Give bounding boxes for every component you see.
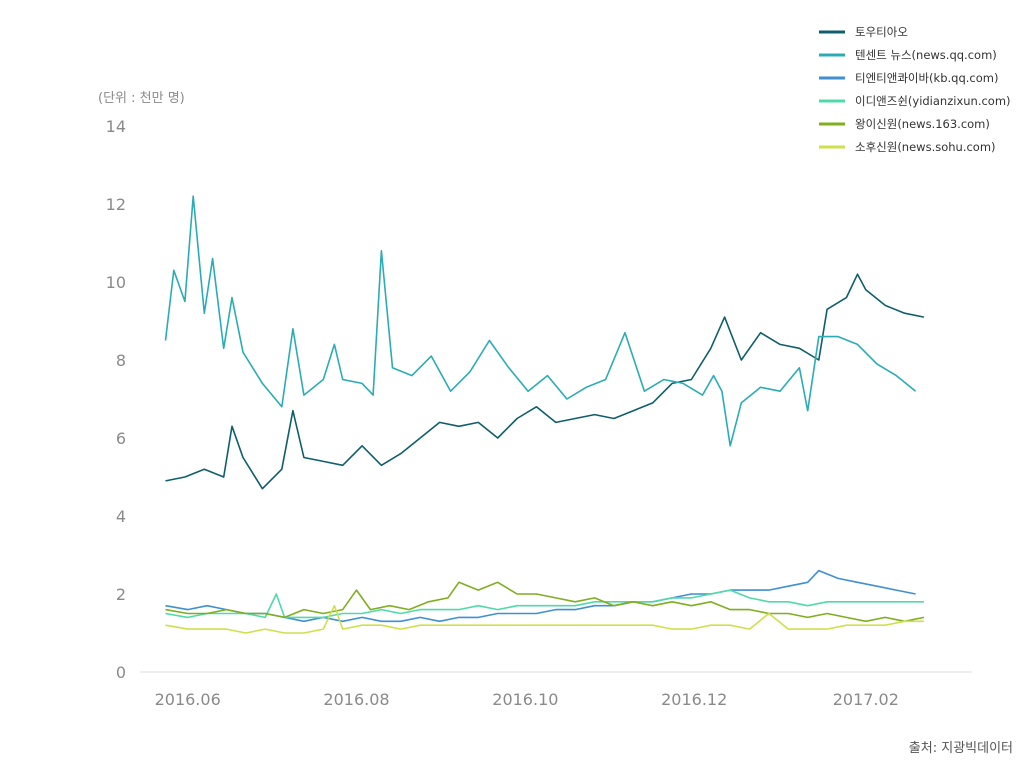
y-tick-label: 10	[106, 273, 126, 292]
x-tick-label: 2016.10	[492, 690, 558, 709]
series-line-3	[165, 589, 924, 619]
x-tick-label: 2016.12	[661, 690, 727, 709]
unit-label: (단위 : 천만 명)	[98, 91, 185, 106]
series-line-0	[165, 273, 925, 490]
y-tick-label: 2	[116, 585, 126, 604]
legend-label: 이디앤즈쉰(yidianzixun.com)	[855, 94, 1011, 108]
x-axis-ticks: 2016.06 2016.08 2016.10 2016.12 2017.02	[155, 690, 899, 709]
legend-label: 텐센트 뉴스(news.qq.com)	[855, 48, 997, 62]
legend-label: 티엔티앤콰이바(kb.qq.com)	[855, 71, 998, 85]
x-tick-label: 2016.06	[155, 690, 221, 709]
series-line-4	[165, 581, 925, 623]
x-tick-label: 2016.08	[323, 690, 389, 709]
series-line-5	[165, 604, 924, 634]
x-tick-label: 2017.02	[833, 690, 899, 709]
series-lines	[164, 195, 925, 634]
y-tick-label: 12	[106, 195, 126, 214]
legend-label: 소후신원(news.sohu.com)	[855, 140, 996, 154]
source-label: 출처: 지광빅데이터	[909, 741, 1013, 756]
y-tick-label: 8	[116, 351, 126, 370]
legend-label: 왕이신원(news.163.com)	[855, 117, 990, 131]
y-tick-label: 14	[106, 117, 126, 136]
y-tick-label: 6	[116, 429, 126, 448]
y-axis-ticks: 0 2 4 6 8 10 12 14	[106, 117, 126, 682]
y-tick-label: 4	[116, 507, 126, 526]
y-tick-label: 0	[116, 663, 126, 682]
legend-label: 토우티아오	[855, 25, 908, 39]
series-line-2	[165, 569, 916, 623]
series-line-1	[164, 195, 917, 447]
